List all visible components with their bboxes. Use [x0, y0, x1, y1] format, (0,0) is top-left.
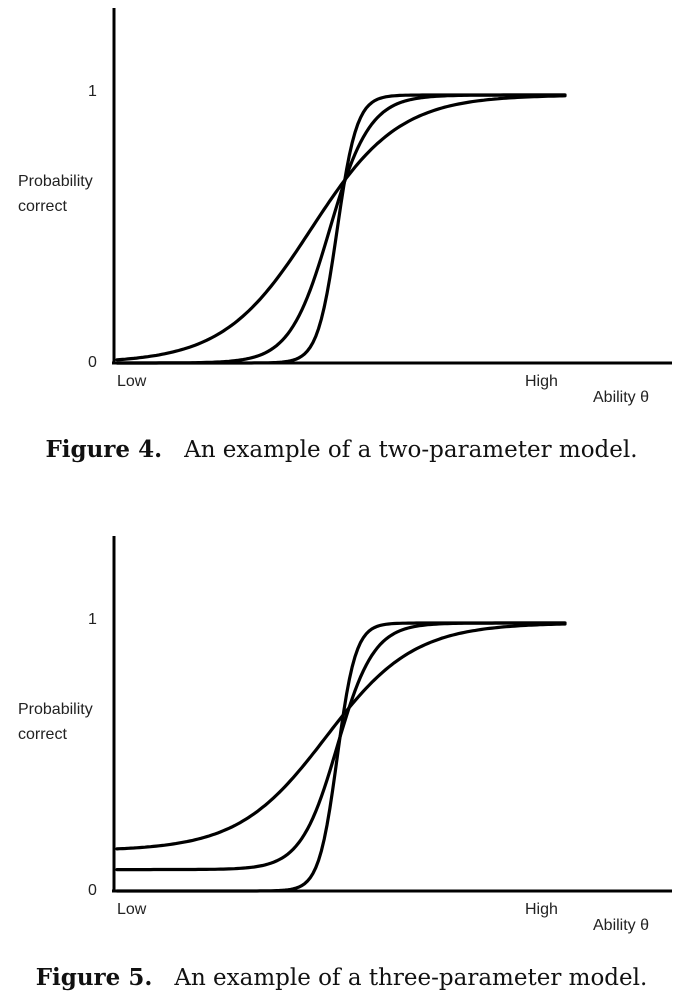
icc-curve-3 [115, 93, 567, 365]
x-axis-label: Ability θ [593, 389, 649, 406]
figure-4-caption: Figure 4. An example of a two-parameter m… [0, 436, 683, 463]
icc-curve-2 [115, 621, 567, 872]
y-tick-label-0: 0 [88, 354, 97, 371]
figure-4: 1 0 Probability correct Low High Ability… [0, 0, 683, 480]
y-tick-label-1: 1 [88, 83, 97, 100]
y-tick-label-1: 1 [88, 611, 97, 628]
y-axis-label-line-1: Probability [18, 701, 93, 718]
figure-5-caption: Figure 5. An example of a three-parameter… [0, 964, 683, 991]
curves-group [115, 93, 567, 365]
y-axis-label-line-2: correct [18, 198, 67, 215]
y-axis-label-line-2: correct [18, 726, 67, 743]
x-tick-label-high: High [525, 901, 558, 918]
icc-curve-1 [115, 94, 567, 362]
x-tick-label-low: Low [117, 901, 147, 918]
curves-group [115, 621, 567, 893]
x-tick-label-low: Low [117, 373, 147, 390]
icc-curve-1 [115, 622, 567, 851]
figure-5: 1 0 Probability correct Low High Ability… [0, 528, 683, 1001]
figure-5-chart: 1 0 Probability correct Low High Ability… [18, 536, 672, 934]
icc-curve-3 [115, 621, 567, 893]
figure-4-chart: 1 0 Probability correct Low High Ability… [18, 8, 672, 406]
caption-number: Figure 5. [35, 964, 153, 991]
y-tick-label-0: 0 [88, 882, 97, 899]
icc-curve-2 [115, 93, 567, 365]
caption-text: An example of a three-parameter model. [174, 965, 648, 991]
caption-text: An example of a two-parameter model. [184, 437, 638, 463]
y-axis-label-line-1: Probability [18, 173, 93, 190]
caption-number: Figure 4. [45, 436, 163, 463]
x-axis-label: Ability θ [593, 917, 649, 934]
x-tick-label-high: High [525, 373, 558, 390]
